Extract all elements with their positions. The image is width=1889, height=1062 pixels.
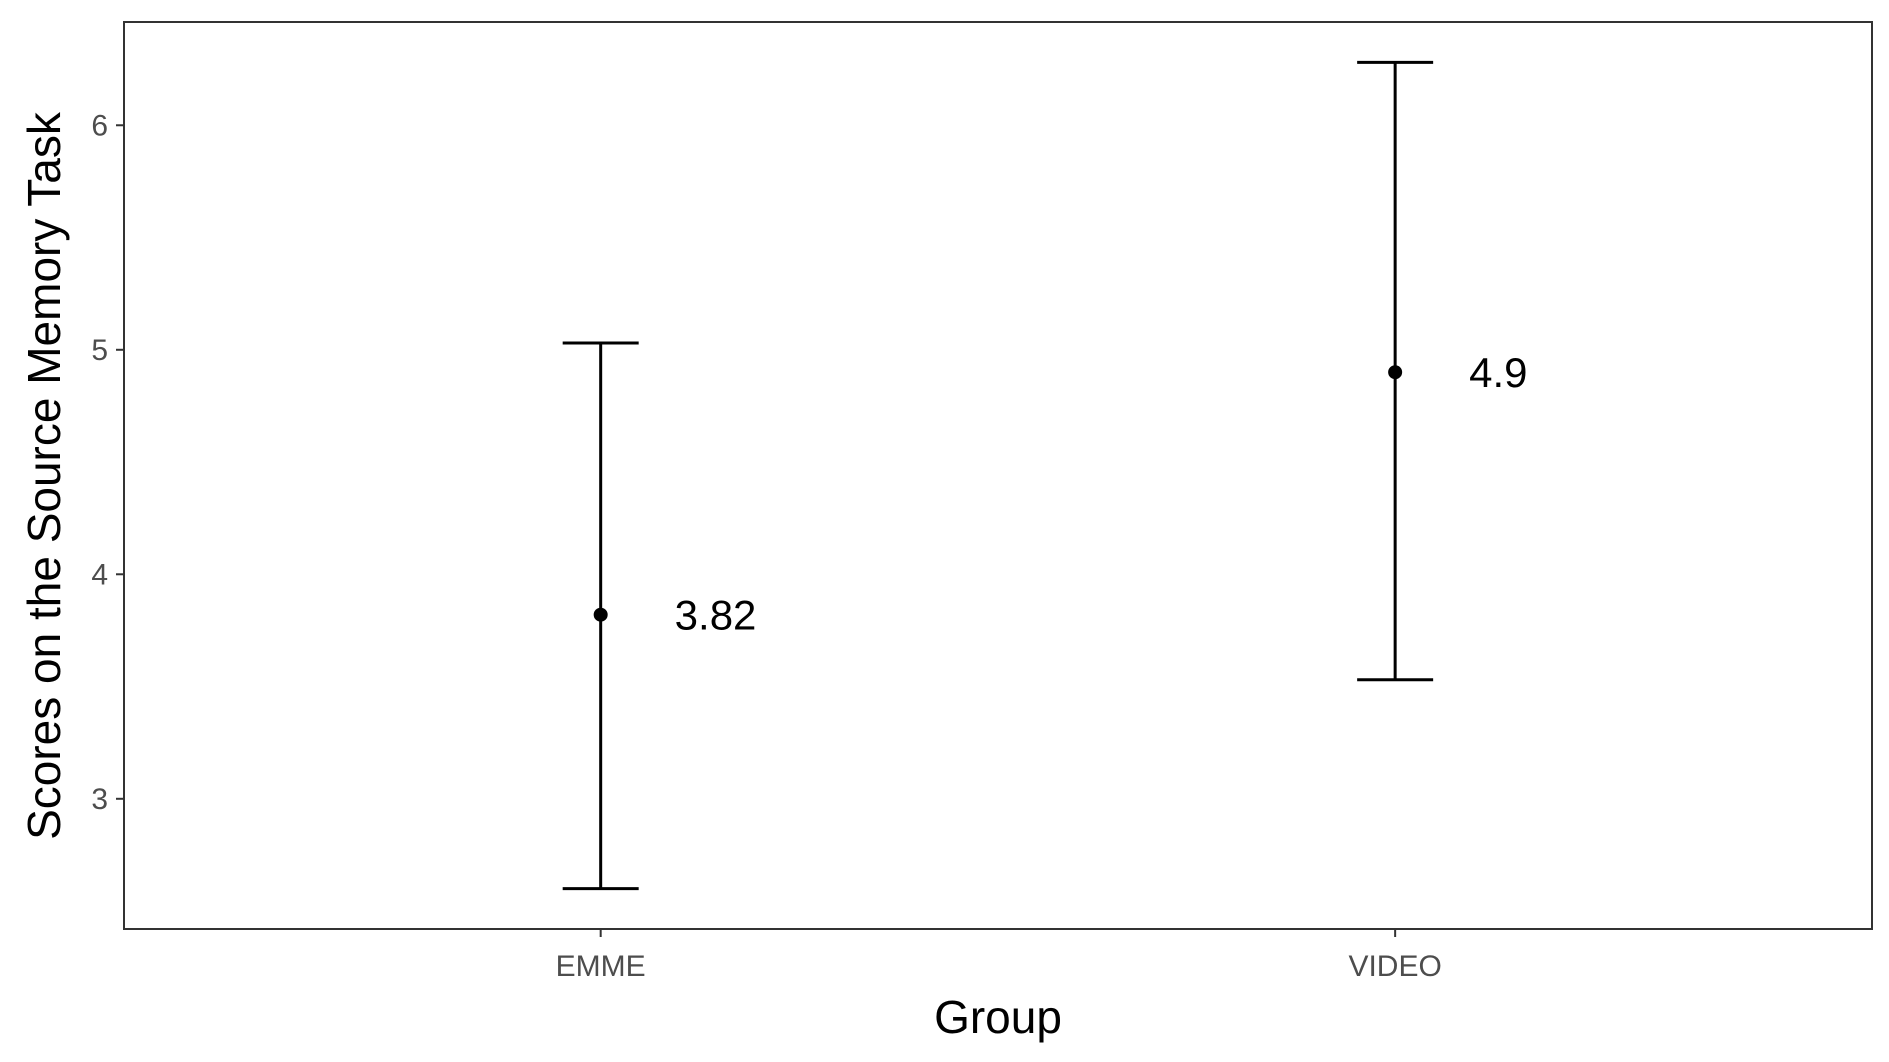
x-tick-label: EMME <box>556 950 646 983</box>
plot-panel <box>123 21 1873 930</box>
mean-point <box>1388 365 1403 380</box>
y-tick-label: 3 <box>91 783 108 816</box>
y-tick-label: 6 <box>91 109 108 142</box>
y-tick-label: 4 <box>91 558 108 591</box>
x-tick-label: VIDEO <box>1348 950 1441 983</box>
x-axis: EMME VIDEO <box>556 929 1442 983</box>
y-tick-label: 5 <box>91 334 108 367</box>
y-axis: 3 4 5 6 <box>91 109 124 816</box>
data-label: 4.9 <box>1469 349 1527 396</box>
data-label: 3.82 <box>675 592 757 639</box>
mean-point <box>593 607 608 622</box>
data-marks: 3.82 4.9 <box>562 60 1528 891</box>
y-axis-title: Scores on the Source Memory Task <box>18 111 70 840</box>
x-axis-title: Group <box>934 991 1062 1043</box>
